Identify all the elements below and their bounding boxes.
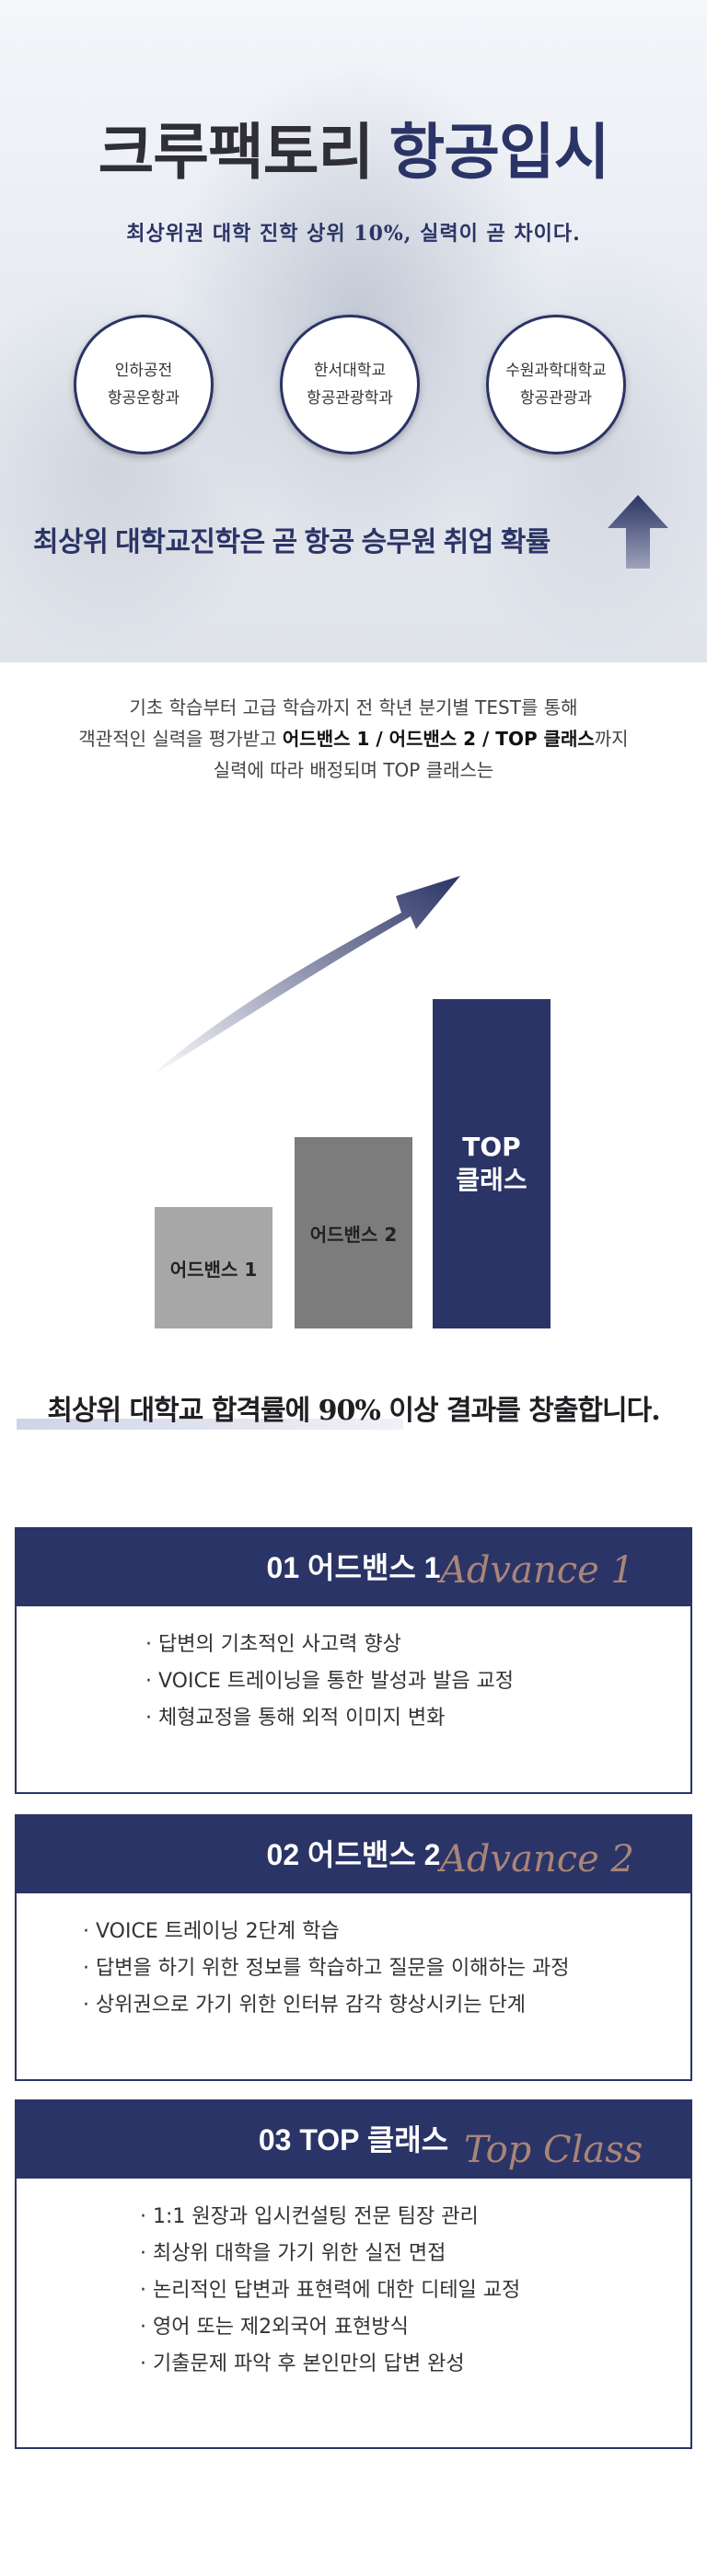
hero-bottom-text: 최상위 대학교진학은 곧 항공 승무원 취업 확률 [33, 527, 551, 558]
list-item: · 논리적인 답변과 표현력에 대한 디테일 교정 [140, 2279, 521, 2302]
list-item: · 영어 또는 제2외국어 표현방식 [140, 2316, 409, 2339]
circle-line1: 한서대학교 [313, 362, 387, 380]
section-script-label: Advance 2 [440, 1838, 634, 1880]
intro-line2-bold: 어드밴스 1 / 어드밴스 2 / TOP 클래스 [282, 728, 595, 750]
section-header: 03 TOP 클래스 Top Class [17, 2101, 690, 2179]
list-item: · VOICE 트레이닝을 통한 발성과 발음 교정 [145, 1670, 515, 1693]
hero-subtitle: 최상위권 대학 진학 상위 10%, 실력이 곧 차이다. [126, 222, 581, 246]
hero-banner: 크루팩토리 항공입시 최상위권 대학 진학 상위 10%, 실력이 곧 차이다.… [0, 0, 707, 662]
section-list: · VOICE 트레이닝 2단계 학습 · 답변을 하기 위한 정보를 학습하고… [83, 1914, 569, 2024]
section-header: 02 어드밴스 2 Advance 2 [17, 1816, 690, 1893]
list-item: · 최상위 대학을 가기 위한 실전 면접 [140, 2242, 446, 2265]
circle-line2: 항공관광과 [519, 389, 593, 408]
bar-label-line2: 클래스 [456, 1165, 527, 1195]
headline-text: 최상위 대학교 합격률에 90% 이상 결과를 창출합니다. [47, 1395, 660, 1427]
intro-line3: 실력에 따라 배정되며 TOP 클래스는 [213, 759, 494, 781]
list-item: · 답변을 하기 위한 정보를 학습하고 질문을 이해하는 과정 [83, 1957, 570, 1980]
bar-advance-1: 어드밴스 1 [155, 1207, 272, 1328]
section-list: · 1:1 원장과 입시컨설팅 전문 팀장 관리 · 최상위 대학을 가기 위한… [140, 2199, 520, 2383]
bar-label-line1: TOP [462, 1132, 521, 1162]
headline-highlight [17, 1419, 403, 1430]
list-item: · 상위권으로 가기 위한 인터뷰 감각 향상시키는 단계 [83, 1994, 526, 2017]
intro-line2-pre: 객관적인 실력을 평가받고 [78, 728, 283, 750]
bar-label: 어드밴스 2 [309, 1223, 398, 1246]
hero-title-brand: 크루팩토리 [98, 118, 375, 186]
section-script-label: Advance 1 [440, 1549, 634, 1592]
section-title: 02 어드밴스 2 [266, 1838, 441, 1871]
university-circle-suwon: 수원과학대학교 항공관광과 [486, 315, 626, 454]
hero-title: 크루팩토리 항공입시 [0, 103, 707, 191]
university-circle-hanseo: 한서대학교 항공관광학과 [280, 315, 420, 454]
growth-arrow-icon [147, 876, 460, 1078]
circle-line1: 인하공전 [114, 362, 173, 380]
intro-text: 기초 학습부터 고급 학습까지 전 학년 분기별 TEST를 통해 객관적인 실… [0, 692, 707, 786]
intro-line1: 기초 학습부터 고급 학습까지 전 학년 분기별 TEST를 통해 [129, 696, 578, 719]
up-arrow-icon [608, 495, 668, 569]
bar-advance-2: 어드밴스 2 [295, 1137, 412, 1328]
section-top-class: 03 TOP 클래스 Top Class · 1:1 원장과 입시컨설팅 전문 … [15, 2099, 692, 2449]
circle-line1: 수원과학대학교 [505, 362, 607, 380]
hero-background-photo [166, 55, 552, 570]
list-item: · 답변의 기초적인 사고력 향상 [145, 1633, 401, 1656]
section-title: 03 TOP 클래스 [258, 2123, 449, 2156]
list-item: · 1:1 원장과 입시컨설팅 전문 팀장 관리 [140, 2205, 479, 2228]
list-item: · 기출문제 파악 후 본인만의 답변 완성 [140, 2352, 465, 2375]
university-circle-inha: 인하공전 항공운항과 [74, 315, 214, 454]
circle-line2: 항공관광학과 [307, 389, 393, 408]
section-advance-1: 01 어드밴스 1 Advance 1 · 답변의 기초적인 사고력 향상 · … [15, 1527, 692, 1794]
circle-line2: 항공운항과 [107, 389, 180, 408]
section-header: 01 어드밴스 1 Advance 1 [17, 1529, 690, 1606]
list-item: · VOICE 트레이닝 2단계 학습 [83, 1920, 340, 1943]
bar-top-class: TOP 클래스 [433, 999, 551, 1328]
level-bar-chart: 어드밴스 1 어드밴스 2 TOP 클래스 [0, 828, 707, 1343]
bar-label: 어드밴스 1 [169, 1258, 258, 1281]
section-list: · 답변의 기초적인 사고력 향상 · VOICE 트레이닝을 통한 발성과 발… [145, 1627, 514, 1737]
list-item: · 체형교정을 통해 외적 이미지 변화 [145, 1707, 446, 1730]
section-advance-2: 02 어드밴스 2 Advance 2 · VOICE 트레이닝 2단계 학습 … [15, 1814, 692, 2081]
section-script-label: Top Class [464, 2129, 643, 2171]
intro-line2-post: 까지 [594, 728, 629, 750]
result-headline: 최상위 대학교 합격률에 90% 이상 결과를 창출합니다. [0, 1387, 707, 1430]
intro-line2: 객관적인 실력을 평가받고 어드밴스 1 / 어드밴스 2 / TOP 클래스까… [0, 723, 707, 754]
hero-title-accent: 항공입시 [388, 118, 610, 186]
section-title: 01 어드밴스 1 [266, 1551, 441, 1584]
